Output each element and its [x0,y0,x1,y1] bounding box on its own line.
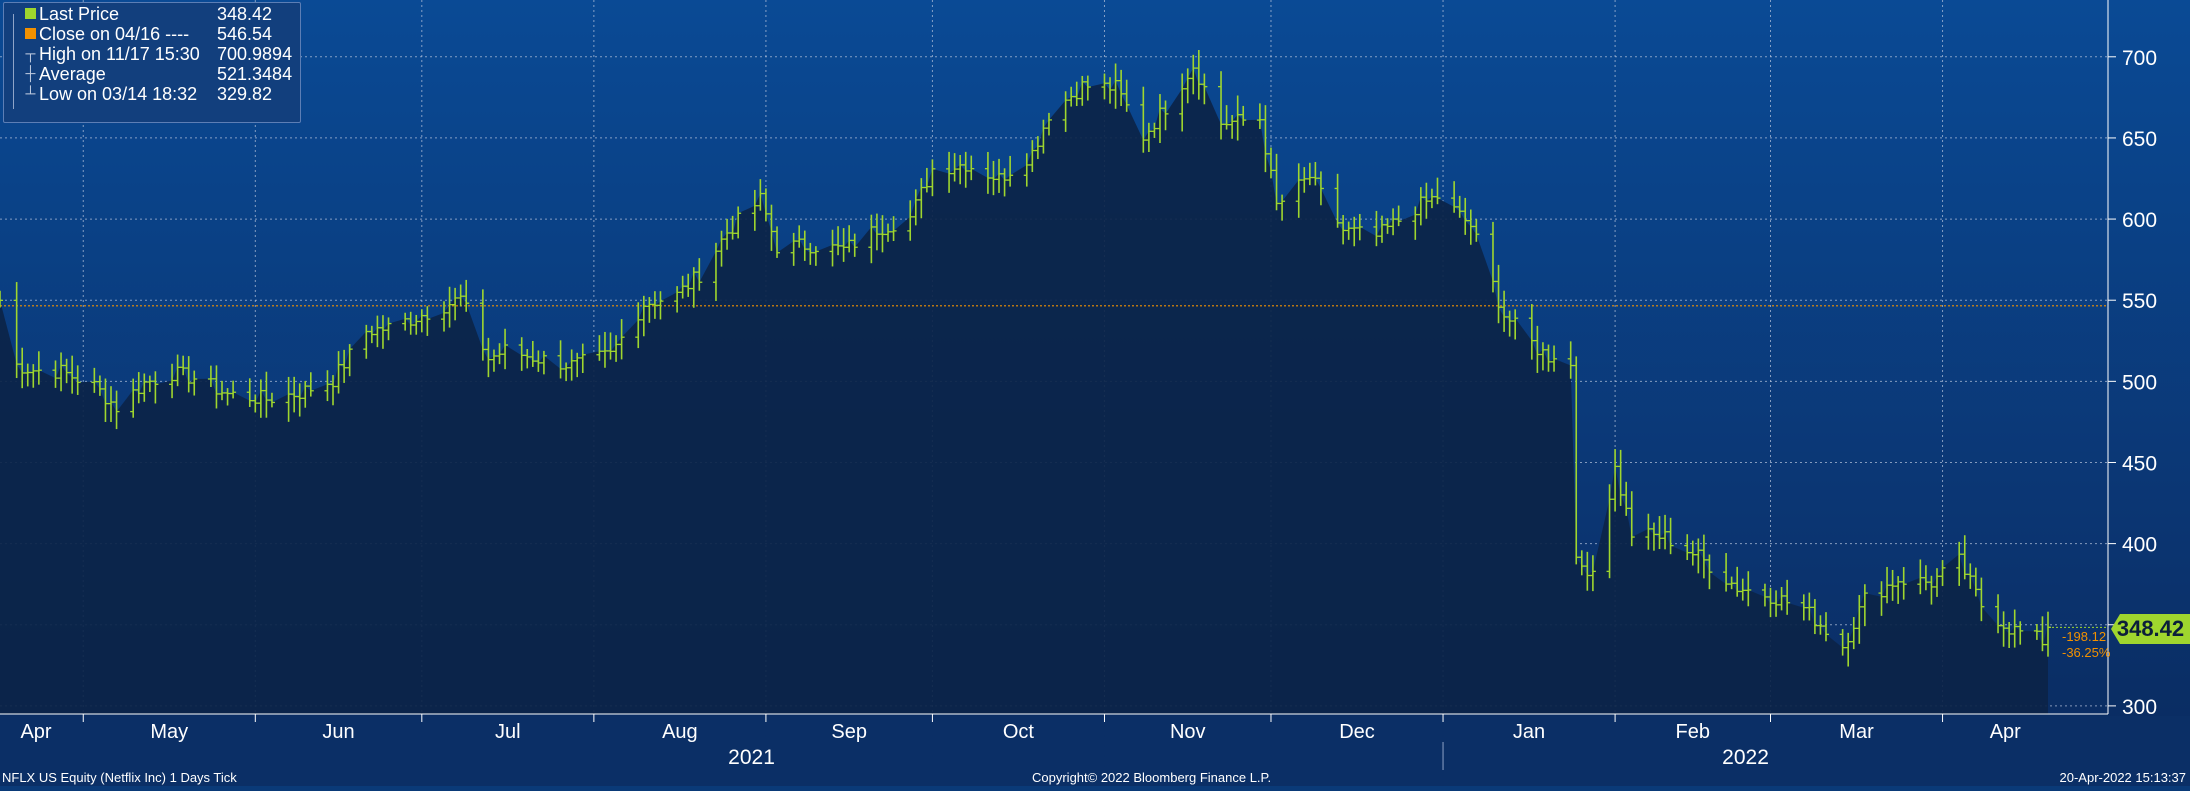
x-tick-label: Feb [1676,721,1710,743]
y-tick-label: 450 [2122,452,2157,475]
legend-item-close: Close on 04/16 ---- 546.54 [4,24,300,44]
legend-value: 546.54 [217,24,273,44]
footer-ticker: NFLX US Equity (Netflix Inc) 1 Days Tick [2,770,237,785]
legend-bracket [13,14,14,109]
x-tick-label: Aug [662,721,698,743]
legend: Last Price 348.42 Close on 04/16 ---- 54… [3,2,301,123]
legend-label: High on 11/17 15:30 [39,44,200,64]
price-tick-bars [0,49,2051,667]
legend-label: Low on 03/14 18:32 [39,84,198,104]
green-square-icon [25,8,36,19]
x-tick-label: Apr [1990,721,2021,743]
y-tick-label: 600 [2122,209,2157,232]
legend-label: Average [39,64,106,84]
footer-copyright: Copyright© 2022 Bloomberg Finance L.P. [1032,770,1272,785]
x-tick-label: Sep [831,721,867,743]
legend-item-average: ┼ Average 521.3484 [4,64,300,84]
average-tick-icon: ┼ [25,65,36,81]
legend-value: 521.3484 [217,64,293,84]
y-tick-label: 650 [2122,128,2157,151]
y-tick-label: 400 [2122,534,2157,557]
y-tick-label: 500 [2122,371,2157,394]
x-tick-label: Apr [20,721,51,743]
last-price-badge: 348.42 [2111,614,2190,644]
footer-timestamp: 20-Apr-2022 15:13:37 [2059,770,2186,785]
x-tick-label: Dec [1339,721,1375,743]
y-tick-label: 550 [2122,290,2157,313]
year-label: 2021 [728,746,775,769]
x-tick-label: Mar [1839,721,1874,743]
x-tick-label: May [150,721,188,743]
legend-value: 348.42 [217,4,273,24]
x-tick-label: Jan [1513,721,1545,743]
legend-label: Close on 04/16 ---- [39,24,190,44]
price-area-fill [0,68,2048,715]
legend-value: 329.82 [217,84,273,104]
close-reference-line [0,305,2108,628]
legend-item-low: ┴ Low on 03/14 18:32 329.82 [4,84,300,104]
price-area [0,68,2048,715]
x-tick-label: Nov [1170,721,1206,743]
x-tick-label: Jul [495,721,521,743]
legend-value: 700.9894 [217,44,293,64]
x-tick-label: Oct [1003,721,1035,743]
legend-item-high: ┬ High on 11/17 15:30 700.9894 [4,44,300,64]
legend-label: Last Price [39,4,120,24]
y-tick-label: 700 [2122,47,2157,70]
y-tick-label: 300 [2122,696,2157,719]
legend-item-last-price: Last Price 348.42 [4,4,300,24]
change-percent: -36.25% [2062,645,2111,660]
change-absolute: -198.12 [2062,629,2107,644]
low-tick-icon: ┴ [25,85,36,101]
bottom-band [0,716,2190,786]
year-label: 2022 [1722,746,1769,769]
orange-square-icon [25,28,36,39]
high-tick-icon: ┬ [25,45,36,61]
x-tick-label: Jun [322,721,354,743]
axes: 300350400450500550600650700AprMayJunJulA… [0,0,2157,770]
